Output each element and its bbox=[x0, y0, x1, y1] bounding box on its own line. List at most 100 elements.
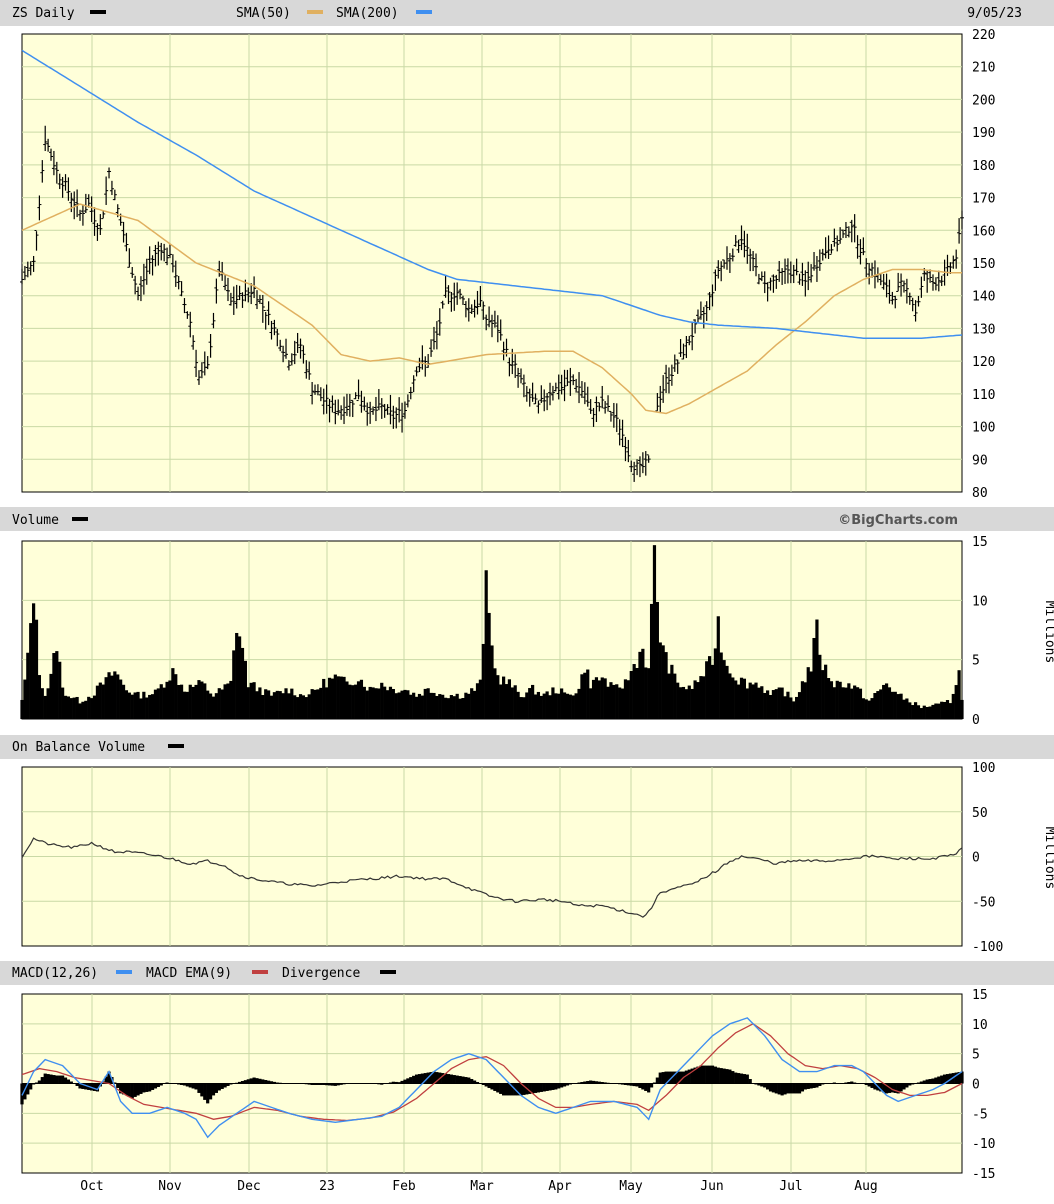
price-bar bbox=[745, 233, 750, 264]
divergence-bar bbox=[528, 1083, 532, 1094]
divergence-bar bbox=[171, 1083, 175, 1084]
divergence-bar bbox=[931, 1078, 935, 1084]
month-label: Nov bbox=[158, 1179, 182, 1194]
price-bar bbox=[388, 394, 393, 425]
volume-bar bbox=[745, 688, 749, 719]
divergence-bar bbox=[55, 1075, 59, 1084]
volume-bar bbox=[565, 693, 570, 719]
divergence-bar bbox=[484, 1083, 488, 1087]
price-bar bbox=[54, 161, 59, 184]
divergence-bar bbox=[522, 1083, 526, 1095]
price-ytick-label: 130 bbox=[972, 322, 995, 337]
divergence-bar bbox=[632, 1083, 636, 1087]
price-bar bbox=[402, 401, 407, 419]
price-bar bbox=[890, 291, 895, 305]
divergence-bar bbox=[766, 1083, 770, 1090]
volume-bar bbox=[789, 697, 793, 719]
price-bar bbox=[658, 385, 663, 413]
price-bar bbox=[701, 306, 706, 329]
price-ytick-label: 140 bbox=[972, 290, 995, 305]
volume-bar bbox=[258, 687, 262, 719]
divergence-bar bbox=[945, 1074, 950, 1084]
divergence-bar bbox=[58, 1075, 62, 1084]
price-bar bbox=[487, 306, 492, 328]
divergence-bar bbox=[815, 1083, 819, 1088]
volume-bar bbox=[496, 675, 500, 719]
price-ytick-label: 90 bbox=[972, 453, 988, 468]
price-bar bbox=[925, 270, 930, 293]
volume-bar bbox=[133, 692, 137, 719]
price-bar bbox=[507, 357, 512, 377]
volume-bar bbox=[864, 699, 868, 719]
volume-bar bbox=[414, 696, 419, 719]
volume-bar bbox=[342, 676, 346, 719]
volume-bar bbox=[438, 694, 442, 719]
volume-bar bbox=[127, 692, 131, 719]
volume-bar bbox=[287, 693, 291, 719]
month-label: Aug bbox=[854, 1179, 877, 1194]
obv-label: On Balance Volume bbox=[12, 740, 145, 755]
price-bar bbox=[684, 336, 689, 359]
volume-bar bbox=[797, 692, 802, 719]
volume-bar bbox=[710, 664, 715, 719]
volume-bar bbox=[803, 682, 807, 719]
price-bar bbox=[167, 244, 172, 259]
volume-bar bbox=[136, 691, 140, 719]
divergence-bar bbox=[220, 1083, 224, 1089]
sma50-legend-swatch bbox=[307, 10, 323, 14]
divergence-bar bbox=[710, 1065, 715, 1084]
divergence-bar bbox=[104, 1076, 108, 1084]
price-bar bbox=[141, 263, 146, 295]
price-bar bbox=[443, 274, 448, 298]
divergence-bar bbox=[696, 1066, 700, 1084]
divergence-bar bbox=[203, 1083, 207, 1100]
volume-bar bbox=[713, 648, 717, 719]
divergence-bar bbox=[652, 1082, 657, 1084]
divergence-bar bbox=[847, 1082, 851, 1084]
divergence-bar bbox=[107, 1071, 111, 1084]
divergence-bar bbox=[208, 1083, 213, 1100]
volume-bar bbox=[600, 677, 604, 719]
divergence-bar bbox=[818, 1083, 822, 1086]
divergence-bar bbox=[206, 1083, 210, 1104]
divergence-bar bbox=[812, 1083, 816, 1088]
volume-bar bbox=[368, 686, 372, 719]
volume-bar bbox=[446, 698, 451, 719]
price-bar bbox=[521, 374, 526, 398]
divergence-bar bbox=[293, 1083, 297, 1084]
divergence-bar bbox=[873, 1083, 877, 1090]
volume-bar bbox=[356, 681, 361, 719]
volume-bar bbox=[391, 689, 395, 719]
price-bar bbox=[751, 251, 756, 272]
divergence-bar bbox=[751, 1083, 755, 1084]
divergence-bar bbox=[667, 1071, 671, 1084]
divergence-bar bbox=[797, 1083, 802, 1094]
volume-bar bbox=[191, 686, 195, 719]
price-bar bbox=[397, 397, 402, 423]
price-bar bbox=[620, 419, 625, 448]
price-bar bbox=[411, 375, 416, 393]
price-bar bbox=[237, 285, 242, 301]
price-ytick-label: 120 bbox=[972, 355, 995, 370]
divergence-bar bbox=[719, 1068, 723, 1084]
divergence-bar bbox=[443, 1073, 448, 1084]
volume-bar bbox=[206, 690, 210, 719]
divergence-bar bbox=[853, 1082, 857, 1084]
volume-bar bbox=[307, 694, 311, 719]
price-bar bbox=[147, 246, 152, 275]
price-bar bbox=[136, 286, 141, 301]
volume-bar bbox=[902, 699, 906, 719]
divergence-bar bbox=[609, 1083, 613, 1084]
volume-bar bbox=[562, 692, 567, 719]
divergence-bar bbox=[145, 1083, 149, 1092]
divergence-bar bbox=[342, 1083, 346, 1085]
obv-legend-swatch bbox=[168, 744, 184, 748]
divergence-bar bbox=[267, 1080, 271, 1084]
divergence-bar bbox=[742, 1074, 747, 1084]
divergence-bar bbox=[789, 1083, 793, 1094]
price-bar bbox=[928, 269, 933, 283]
volume-bar bbox=[728, 673, 732, 719]
volume-bar bbox=[539, 695, 543, 719]
volume-bar bbox=[647, 668, 651, 719]
volume-header-bar bbox=[0, 507, 1054, 531]
